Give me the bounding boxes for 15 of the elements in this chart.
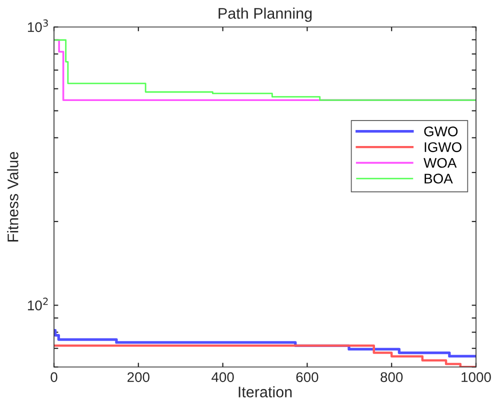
x-tick-label: 600 [296, 372, 318, 382]
legend-label: WOA [424, 158, 457, 168]
legend-label: IGWO [424, 142, 462, 152]
y-tick-label: 10$^{2}$ [28, 298, 48, 310]
x-tick-label: 1000 [462, 372, 491, 382]
legend-label: BOA [424, 174, 453, 184]
chart-title: Path Planning [218, 8, 312, 22]
y-tick-label: 10$^{3}$ [28, 19, 48, 32]
x-tick-label: 200 [128, 372, 150, 382]
y-axis-title: Fitness Value [7, 152, 18, 242]
legend-label: GWO [424, 126, 458, 136]
x-axis-title: Iteration [238, 386, 292, 398]
x-tick-label: 0 [50, 372, 58, 382]
x-tick-label: 400 [212, 372, 234, 382]
x-tick-label: 800 [380, 372, 403, 382]
